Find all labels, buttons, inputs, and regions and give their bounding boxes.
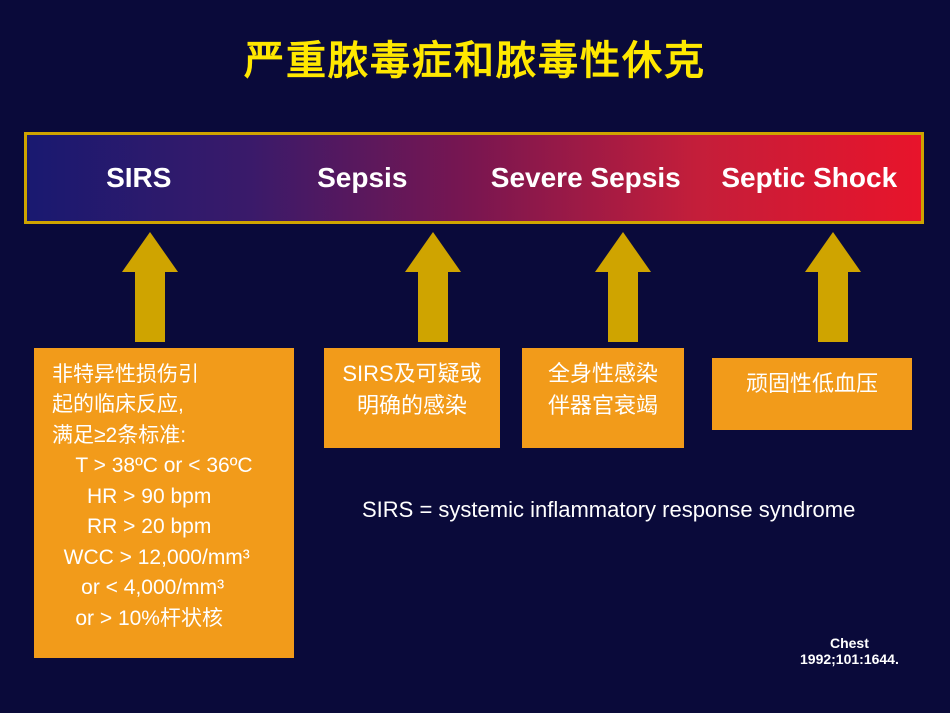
arrow-sepsis — [408, 232, 458, 342]
sirs-footnote: SIRS = systemic inflammatory response sy… — [362, 497, 855, 523]
stage-septic-shock: Septic Shock — [698, 162, 922, 194]
definition-box-sepsis: SIRS及可疑或明确的感染 — [324, 348, 500, 448]
page-title: 严重脓毒症和脓毒性休克 — [0, 0, 950, 86]
citation-line1: Chest — [800, 635, 899, 651]
citation-line2: 1992;101:1644. — [800, 651, 899, 667]
stage-severe-sepsis: Severe Sepsis — [474, 162, 698, 194]
definition-box-shock: 顽固性低血压 — [712, 358, 912, 430]
arrow-sirs — [125, 232, 175, 342]
stage-sepsis: Sepsis — [251, 162, 475, 194]
severity-spectrum-bar: SIRS Sepsis Severe Sepsis Septic Shock — [24, 132, 924, 224]
definition-box-severe: 全身性感染伴器官衰竭 — [522, 348, 684, 448]
citation: Chest 1992;101:1644. — [800, 635, 899, 667]
arrow-shock — [808, 232, 858, 342]
definition-box-sirs: 非特异性损伤引起的临床反应,满足≥2条标准: T > 38ºC or < 36º… — [34, 348, 294, 658]
stage-sirs: SIRS — [27, 162, 251, 194]
arrow-severe — [598, 232, 648, 342]
